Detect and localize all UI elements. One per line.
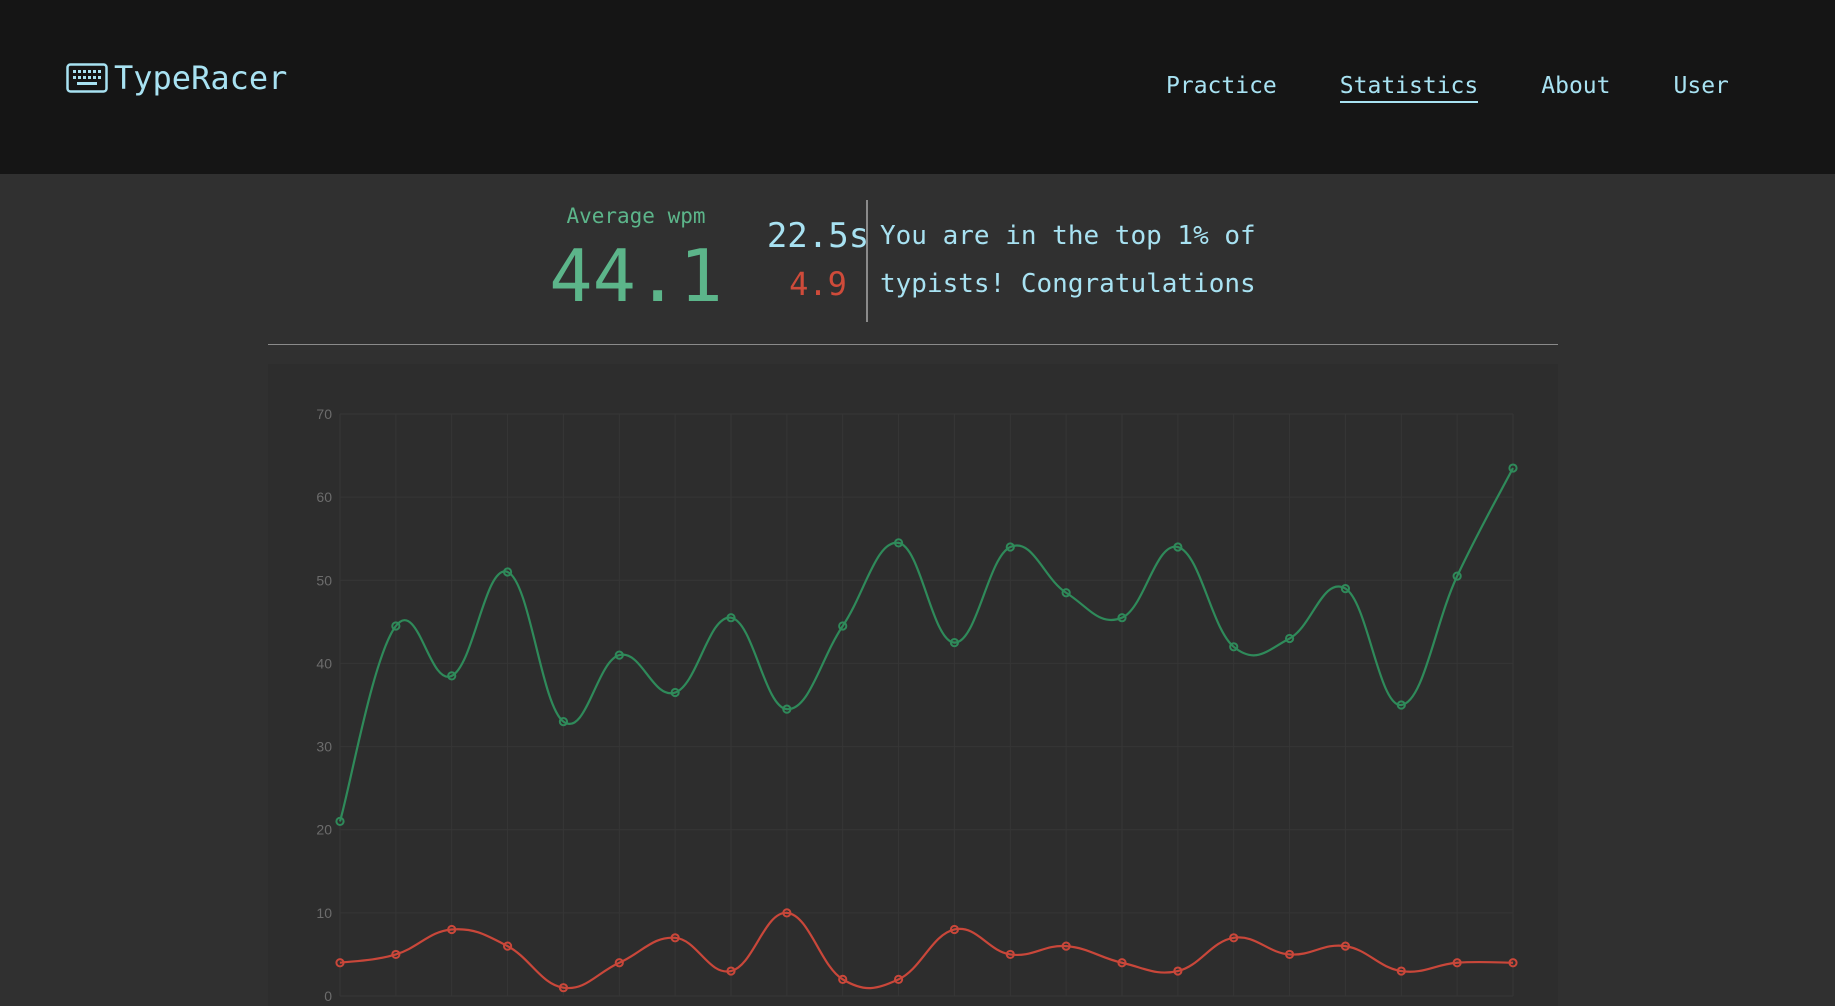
average-wpm-label: Average wpm <box>566 204 706 228</box>
wpm-point <box>670 687 680 698</box>
rank-message: You are in the top 1% of typists! Congra… <box>880 221 1256 299</box>
y-tick-label: 10 <box>316 905 332 921</box>
wpm-point <box>1229 642 1239 652</box>
wpm-point <box>949 638 960 648</box>
average-errors-value: 4.9 <box>789 265 847 303</box>
wpm-point <box>447 671 457 681</box>
errors-point <box>335 958 345 968</box>
nav-practice[interactable]: Practice <box>1166 73 1277 99</box>
errors-point <box>893 974 904 984</box>
y-tick-label: 0 <box>324 988 332 1004</box>
wpm-point <box>502 567 513 577</box>
brand-link[interactable]: TypeRacer <box>66 58 287 98</box>
stats-divider <box>866 200 868 322</box>
y-tick-label: 60 <box>316 489 332 505</box>
errors-point <box>782 908 792 918</box>
errors-line <box>339 911 1514 990</box>
wpm-point <box>614 650 624 660</box>
wpm-point <box>1005 542 1015 552</box>
y-tick-label: 50 <box>316 572 332 588</box>
errors-point <box>1396 966 1406 976</box>
errors-point <box>558 983 569 993</box>
wpm-point <box>1284 633 1295 644</box>
errors-point <box>1508 958 1518 968</box>
wpm-point <box>1117 613 1127 623</box>
errors-point <box>1229 933 1239 943</box>
errors-point <box>447 924 457 935</box>
wpm-point <box>1173 542 1183 552</box>
average-wpm-value: 44.1 <box>549 234 723 318</box>
wpm-point <box>391 621 401 631</box>
wpm-point <box>335 816 345 826</box>
wpm-point <box>1396 700 1406 710</box>
errors-point <box>614 958 624 968</box>
errors-point <box>391 949 401 960</box>
errors-point <box>1005 949 1015 960</box>
errors-point <box>1117 958 1127 968</box>
wpm-point <box>1452 571 1462 581</box>
navbar: TypeRacer Practice Statistics About User <box>0 0 1835 174</box>
y-tick-label: 70 <box>316 406 332 422</box>
main-nav: Practice Statistics About User <box>1166 70 1792 103</box>
wpm-point <box>893 538 904 548</box>
stats-summary: Average wpm 44.1 22.5s 4.9 You are in th… <box>268 174 1558 345</box>
y-tick-label: 40 <box>316 655 332 671</box>
wpm-line <box>338 467 1514 822</box>
errors-point <box>1284 949 1295 960</box>
errors-point <box>1061 941 1071 951</box>
errors-point <box>1340 941 1351 951</box>
chart-panel: 0 10 20 30 40 50 60 70 <box>268 364 1558 1006</box>
y-tick-label: 30 <box>316 739 332 755</box>
app-title: TypeRacer <box>114 59 288 97</box>
wpm-point <box>558 717 569 727</box>
errors-point <box>726 966 736 976</box>
nav-user[interactable]: User <box>1673 73 1729 99</box>
errors-point <box>838 974 848 984</box>
errors-point <box>1452 958 1462 968</box>
wpm-point <box>782 704 792 714</box>
nav-statistics[interactable]: Statistics <box>1339 70 1479 103</box>
wpm-point <box>1061 588 1071 598</box>
keyboard-icon <box>66 63 108 93</box>
nav-about[interactable]: About <box>1541 73 1611 99</box>
wpm-point <box>1508 463 1518 473</box>
wpm-point <box>1340 584 1351 594</box>
errors-point <box>1173 966 1183 976</box>
errors-point <box>502 941 513 951</box>
wpm-errors-chart: 0 10 20 30 40 50 60 70 <box>316 406 1518 1004</box>
wpm-point <box>726 613 736 623</box>
errors-point <box>949 924 960 935</box>
errors-point <box>670 933 680 943</box>
y-tick-label: 20 <box>316 822 332 838</box>
wpm-point <box>838 621 848 631</box>
average-time-value: 22.5s <box>766 216 870 256</box>
